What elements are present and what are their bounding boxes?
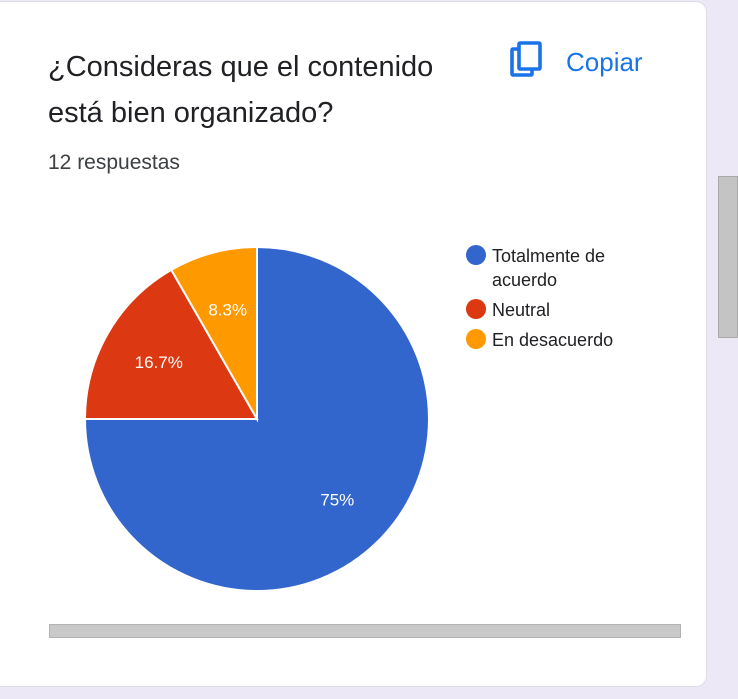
legend-item-totalmente-de-acuerdo[interactable]: Totalmente de acuerdo [466, 244, 676, 292]
legend-label-totalmente-de-acuerdo: Totalmente de acuerdo [492, 246, 606, 290]
response-count: 12 respuestas [48, 151, 180, 174]
legend-swatch-totalmente-de-acuerdo [466, 245, 486, 265]
chart-legend: Totalmente de acuerdo Neutral En desacuerd… [466, 244, 676, 358]
pie-slice-neutral[interactable] [83, 268, 259, 420]
legend-item-neutral[interactable]: Neutral [466, 298, 676, 322]
copy-button[interactable]: Copiar [506, 40, 643, 84]
copy-button-label: Copiar [566, 46, 643, 77]
response-card: ¿Consideras que el contenido está bien o… [0, 2, 706, 686]
legend-swatch-neutral [466, 299, 486, 319]
slice-label-neutral: 16.7% [135, 353, 183, 372]
legend-item-en-desacuerdo[interactable]: En desacuerdo [466, 328, 676, 352]
pie-slice-en-desacuerdo[interactable] [169, 245, 258, 423]
legend-label-en-desacuerdo: En desacuerdo [492, 330, 614, 350]
vertical-scrollbar[interactable] [718, 176, 738, 338]
copy-icon [506, 40, 546, 85]
slice-label-en-desacuerdo: 8.3% [208, 300, 247, 319]
legend-label-neutral: Neutral [492, 300, 551, 320]
horizontal-scrollbar[interactable] [49, 624, 681, 638]
legend-swatch-en-desacuerdo [466, 329, 486, 349]
question-title: ¿Consideras que el contenido está bien o… [48, 51, 434, 129]
slice-label-totalmente-de-acuerdo: 75% [320, 490, 354, 509]
